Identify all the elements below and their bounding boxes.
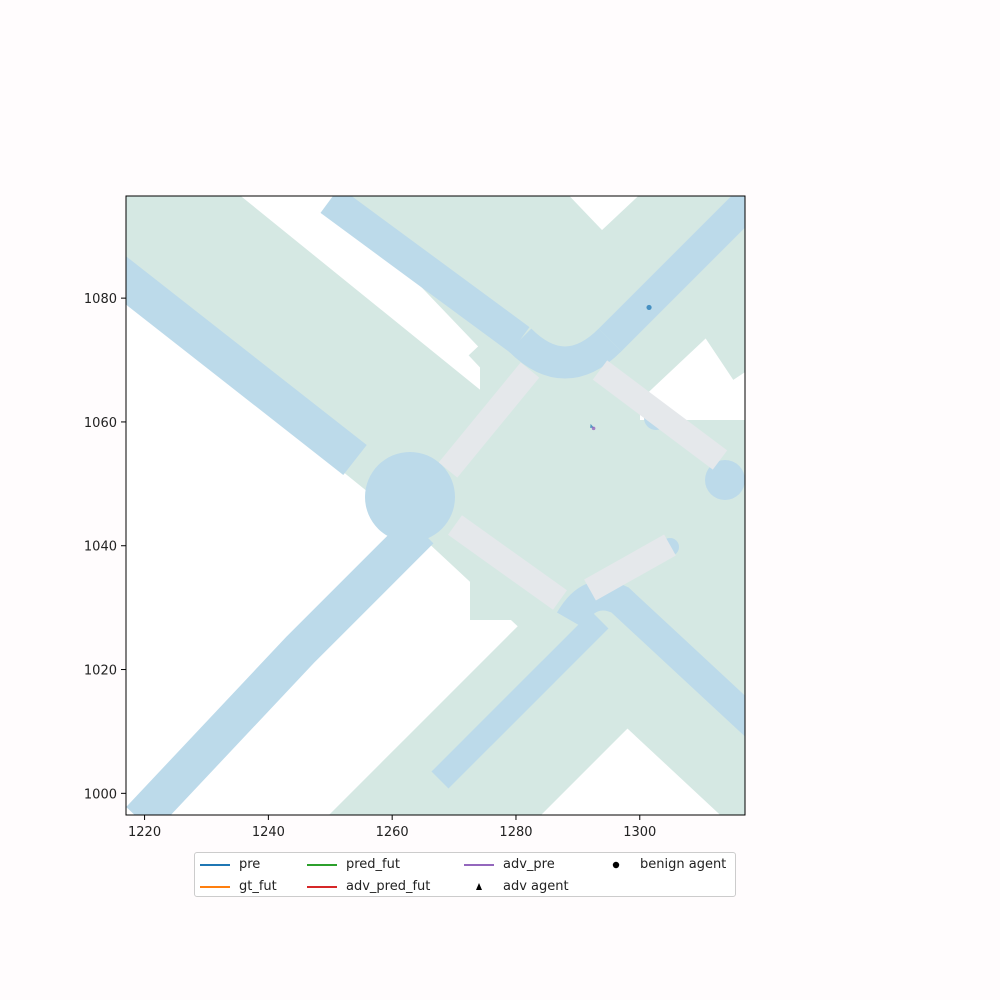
triangle-marker-icon [464, 881, 494, 893]
y-tick-label: 1040 [84, 540, 117, 555]
y-axis: 1000 1020 1040 1060 1080 [84, 292, 126, 802]
legend-label: adv_pre [503, 857, 555, 872]
legend-label: gt_fut [239, 879, 277, 894]
legend-item-gt-fut: gt_fut [200, 879, 277, 894]
legend-item-adv-pred-fut: adv_pred_fut [307, 879, 430, 894]
adv-pre-point [591, 426, 596, 431]
legend-line-adv-pre [464, 863, 494, 866]
road-map [126, 196, 745, 815]
agents-layer [590, 304, 652, 431]
legend: pre gt_fut pred_fut adv_pred_fut adv_pre… [194, 852, 736, 897]
y-tick-label: 1020 [84, 664, 117, 679]
legend-item-pre: pre [200, 857, 260, 872]
y-tick-label: 1080 [84, 292, 117, 307]
axes-frame [125, 195, 746, 816]
legend-item-adv-pre: adv_pre [464, 857, 555, 872]
legend-line-gt-fut [200, 885, 230, 888]
legend-line-adv-pred-fut [307, 885, 337, 888]
x-tick-label: 1220 [128, 825, 161, 840]
legend-line-pre [200, 863, 230, 866]
benign-agent-point [646, 304, 652, 311]
x-axis: 1220 1240 1260 1280 1300 [128, 815, 656, 840]
legend-item-adv-agent: adv agent [464, 879, 569, 894]
x-tick-label: 1260 [376, 825, 409, 840]
x-tick-label: 1280 [499, 825, 532, 840]
legend-item-benign-agent: benign agent [601, 857, 726, 872]
legend-label: benign agent [640, 857, 727, 872]
legend-item-pred-fut: pred_fut [307, 857, 400, 872]
circle-marker-icon [601, 859, 631, 871]
legend-label: adv_pred_fut [346, 879, 431, 894]
legend-line-pred-fut [307, 863, 337, 866]
x-tick-label: 1240 [252, 825, 285, 840]
x-tick-label: 1300 [623, 825, 656, 840]
legend-label: pred_fut [346, 857, 400, 872]
legend-label: adv agent [503, 879, 569, 894]
legend-label: pre [239, 857, 261, 872]
crosswalks [438, 360, 728, 610]
y-tick-label: 1000 [84, 787, 117, 802]
y-tick-label: 1060 [84, 416, 117, 431]
